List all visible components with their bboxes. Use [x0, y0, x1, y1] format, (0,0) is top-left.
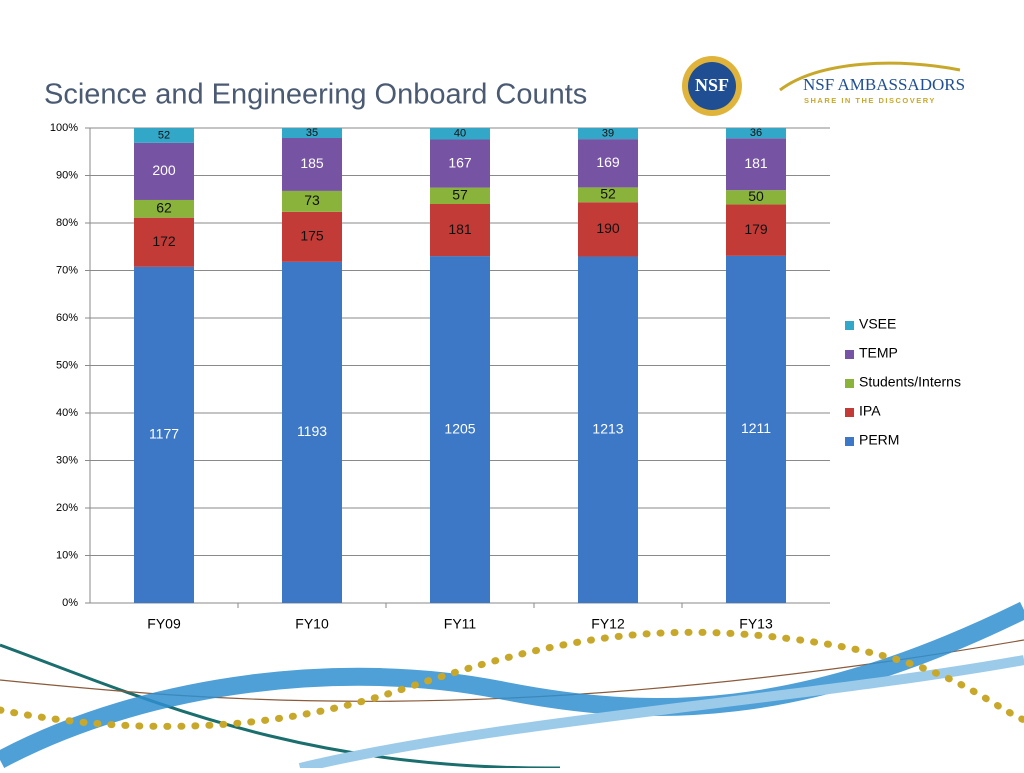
legend-swatch	[845, 350, 854, 359]
data-label: 167	[448, 154, 472, 170]
bar-segment	[282, 261, 342, 603]
bar-segment	[134, 217, 194, 267]
data-label: 1213	[592, 420, 623, 436]
bar-segment	[282, 211, 342, 262]
bar-segment	[578, 256, 638, 603]
bar-segment	[430, 139, 490, 188]
data-label: 35	[306, 127, 318, 139]
y-tick-label: 0%	[62, 597, 78, 609]
seal-text: NSF	[695, 75, 729, 95]
bar-segment	[430, 128, 490, 140]
bar-segment	[134, 142, 194, 200]
x-tick-label: FY10	[295, 616, 329, 632]
legend-swatch	[845, 321, 854, 330]
data-label: 179	[744, 221, 768, 237]
bar-segment	[726, 138, 786, 191]
legend-label: PERM	[859, 432, 899, 448]
decoration	[0, 601, 1024, 773]
data-label: 200	[152, 162, 176, 178]
data-label: 57	[452, 186, 468, 202]
x-tick-label: FY12	[591, 616, 625, 632]
bar-segment	[578, 187, 638, 203]
y-tick-label: 100%	[50, 122, 78, 134]
data-label: 62	[156, 200, 172, 216]
y-tick-label: 60%	[56, 312, 78, 324]
x-tick-label: FY09	[147, 616, 181, 632]
x-tick-label: FY11	[444, 616, 477, 632]
chart-title: Science and Engineering Onboard Counts	[44, 79, 587, 111]
bar-segment	[430, 256, 490, 603]
logo-tagline: SHARE IN THE DISCOVERY	[804, 96, 936, 105]
bar-segment	[726, 255, 786, 603]
y-tick-label: 50%	[56, 359, 78, 371]
bar-segment	[134, 128, 194, 143]
data-label: 1193	[297, 423, 327, 439]
legend-swatch	[845, 437, 854, 446]
data-label: 52	[600, 186, 616, 202]
data-label: 36	[750, 127, 762, 139]
y-tick-label: 80%	[56, 217, 78, 229]
legend-label: IPA	[859, 403, 881, 419]
bar-segment	[134, 199, 194, 218]
legend-label: TEMP	[859, 345, 898, 361]
data-label: 169	[596, 154, 620, 170]
data-label: 175	[300, 228, 324, 244]
bar-segment	[282, 138, 342, 191]
y-tick-label: 70%	[56, 264, 78, 276]
data-label: 1211	[741, 420, 771, 436]
data-label: 1205	[444, 420, 475, 436]
legend-label: Students/Interns	[859, 374, 961, 390]
data-label: 181	[744, 155, 768, 171]
legend-label: VSEE	[859, 316, 896, 332]
data-label: 172	[152, 233, 176, 249]
data-label: 181	[448, 221, 472, 237]
bar-segment	[430, 204, 490, 257]
nsf-seal: NSF	[682, 56, 742, 116]
y-tick-label: 10%	[56, 549, 78, 561]
bar-segment	[726, 190, 786, 205]
logo-swoosh	[779, 61, 961, 92]
y-tick-label: 90%	[56, 169, 78, 181]
data-label: 73	[304, 192, 320, 208]
y-tick-label: 30%	[56, 454, 78, 466]
bar-segment	[726, 204, 786, 256]
y-tick-label: 40%	[56, 407, 78, 419]
data-label: 185	[300, 155, 324, 171]
bar-segment	[726, 128, 786, 139]
data-label: 40	[454, 128, 466, 140]
data-label: 50	[748, 188, 764, 204]
bar-segment	[578, 202, 638, 257]
data-label: 190	[596, 220, 620, 236]
logo-name: NSF AMBASSADORS	[803, 75, 965, 94]
bar-segment	[578, 128, 638, 140]
bar-segment	[282, 128, 342, 139]
bar-segment	[282, 190, 342, 212]
legend-swatch	[845, 379, 854, 388]
bar-segment	[134, 266, 194, 603]
data-label: 1177	[149, 426, 179, 442]
data-label: 52	[158, 129, 170, 141]
bar-segment	[578, 139, 638, 188]
data-label: 39	[602, 127, 614, 139]
x-tick-label: FY13	[739, 616, 773, 632]
y-tick-label: 20%	[56, 502, 78, 514]
legend-swatch	[845, 408, 854, 417]
bar-segment	[430, 187, 490, 204]
